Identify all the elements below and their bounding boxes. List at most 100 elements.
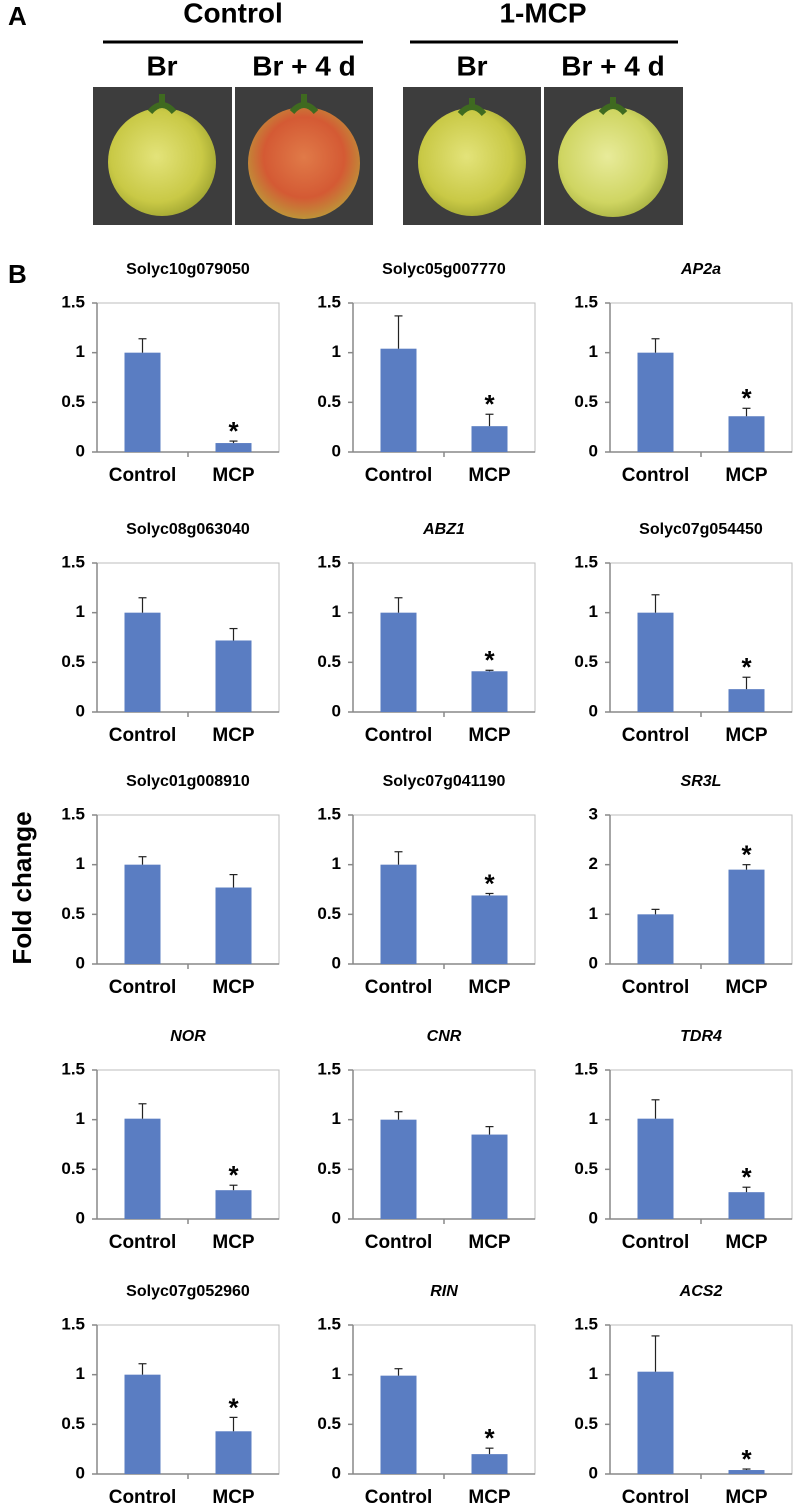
x-tick-label: Control: [622, 725, 690, 746]
y-tick-label: 1: [589, 1364, 598, 1383]
significance-mark: *: [228, 416, 239, 446]
y-tick-label: 3: [589, 804, 598, 823]
panel-label: B: [8, 259, 27, 289]
x-tick-label: Control: [622, 977, 690, 998]
x-tick-label: Control: [109, 725, 177, 746]
y-tick-label: 0: [589, 1463, 598, 1482]
y-tick-label: 0: [332, 1463, 341, 1482]
bar: [124, 1374, 161, 1474]
significance-mark: *: [484, 389, 495, 419]
significance-mark: *: [741, 840, 752, 870]
bar: [124, 612, 161, 712]
x-tick-label: Control: [109, 1487, 177, 1504]
y-tick-label: 0: [332, 441, 341, 460]
plot-frame: [96, 814, 280, 965]
sample-label: Br: [456, 50, 487, 81]
y-tick-label: 0.5: [61, 904, 85, 923]
y-tick-label: 1: [76, 342, 85, 361]
plot-frame: [609, 562, 793, 713]
x-tick-label: MCP: [212, 465, 255, 486]
bar: [471, 895, 508, 964]
y-tick-label: 0: [589, 1208, 598, 1227]
x-tick-label: MCP: [212, 725, 255, 746]
chart-title: Solyc07g052960: [126, 1283, 250, 1300]
bar: [728, 416, 765, 452]
bar: [380, 348, 417, 452]
bar: [380, 612, 417, 712]
x-tick-label: Control: [365, 725, 433, 746]
y-tick-label: 0.5: [61, 392, 85, 411]
y-tick-label: 0: [332, 701, 341, 720]
y-tick-label: 1: [589, 342, 598, 361]
x-tick-label: MCP: [725, 1232, 768, 1253]
x-tick-label: Control: [365, 1487, 433, 1504]
chart-title: CNR: [427, 1028, 462, 1045]
y-tick-label: 0.5: [317, 1159, 341, 1178]
x-tick-label: Control: [365, 1232, 433, 1253]
significance-mark: *: [228, 1160, 239, 1190]
chart-title: Solyc05g007770: [382, 261, 506, 278]
bar: [380, 864, 417, 964]
chart-title: AP2a: [680, 261, 721, 278]
y-tick-label: 1: [332, 1364, 341, 1383]
y-tick-label: 1.5: [317, 292, 341, 311]
chart-title: Solyc07g054450: [639, 521, 763, 538]
bar: [471, 426, 508, 452]
y-tick-label: 1: [332, 1109, 341, 1128]
y-tick-label: 0.5: [61, 1159, 85, 1178]
x-tick-label: MCP: [212, 1232, 255, 1253]
plot-frame: [96, 302, 280, 453]
chart-title: TDR4: [680, 1028, 722, 1045]
x-tick-label: MCP: [725, 725, 768, 746]
bar: [380, 1375, 417, 1474]
bar: [637, 352, 674, 452]
y-tick-label: 1.5: [61, 1314, 85, 1333]
y-tick-label: 1: [332, 342, 341, 361]
y-tick-label: 1.5: [61, 1059, 85, 1078]
bar: [124, 864, 161, 964]
y-tick-label: 1.5: [61, 552, 85, 571]
x-tick-label: MCP: [468, 1232, 511, 1253]
chart-title: RIN: [430, 1283, 458, 1300]
y-tick-label: 1.5: [574, 292, 598, 311]
plot-frame: [609, 814, 793, 965]
bar: [471, 1454, 508, 1474]
y-tick-label: 0: [76, 1463, 85, 1482]
plot-frame: [352, 1324, 536, 1475]
plot-frame: [609, 1324, 793, 1475]
x-tick-label: MCP: [468, 725, 511, 746]
x-tick-label: Control: [365, 465, 433, 486]
y-tick-label: 1.5: [61, 804, 85, 823]
y-tick-label: 0: [589, 441, 598, 460]
significance-mark: *: [228, 1392, 239, 1422]
chart-title: Solyc08g063040: [126, 521, 250, 538]
bar: [728, 1470, 765, 1474]
y-tick-label: 1.5: [574, 552, 598, 571]
x-tick-label: Control: [622, 1232, 690, 1253]
y-tick-label: 0.5: [61, 652, 85, 671]
plot-frame: [609, 1069, 793, 1220]
chart-title: SR3L: [681, 773, 722, 790]
y-tick-label: 0.5: [574, 1414, 598, 1433]
sample-label: Br + 4 d: [561, 50, 664, 81]
bar: [637, 1371, 674, 1474]
bar: [728, 1192, 765, 1219]
bar: [215, 1431, 252, 1474]
significance-mark: *: [741, 383, 752, 413]
y-tick-label: 0.5: [317, 1414, 341, 1433]
photo: [235, 87, 373, 225]
plot-frame: [609, 302, 793, 453]
y-tick-label: 1.5: [574, 1059, 598, 1078]
plot-frame: [96, 562, 280, 713]
x-tick-label: Control: [109, 977, 177, 998]
group-label: Control: [183, 0, 283, 28]
y-tick-label: 0.5: [317, 652, 341, 671]
bar: [728, 869, 765, 964]
x-tick-label: Control: [622, 1487, 690, 1504]
y-tick-label: 2: [589, 854, 598, 873]
bar: [215, 640, 252, 712]
bar: [471, 1134, 508, 1219]
x-tick-label: MCP: [725, 465, 768, 486]
significance-mark: *: [484, 1423, 495, 1453]
x-tick-label: MCP: [212, 977, 255, 998]
